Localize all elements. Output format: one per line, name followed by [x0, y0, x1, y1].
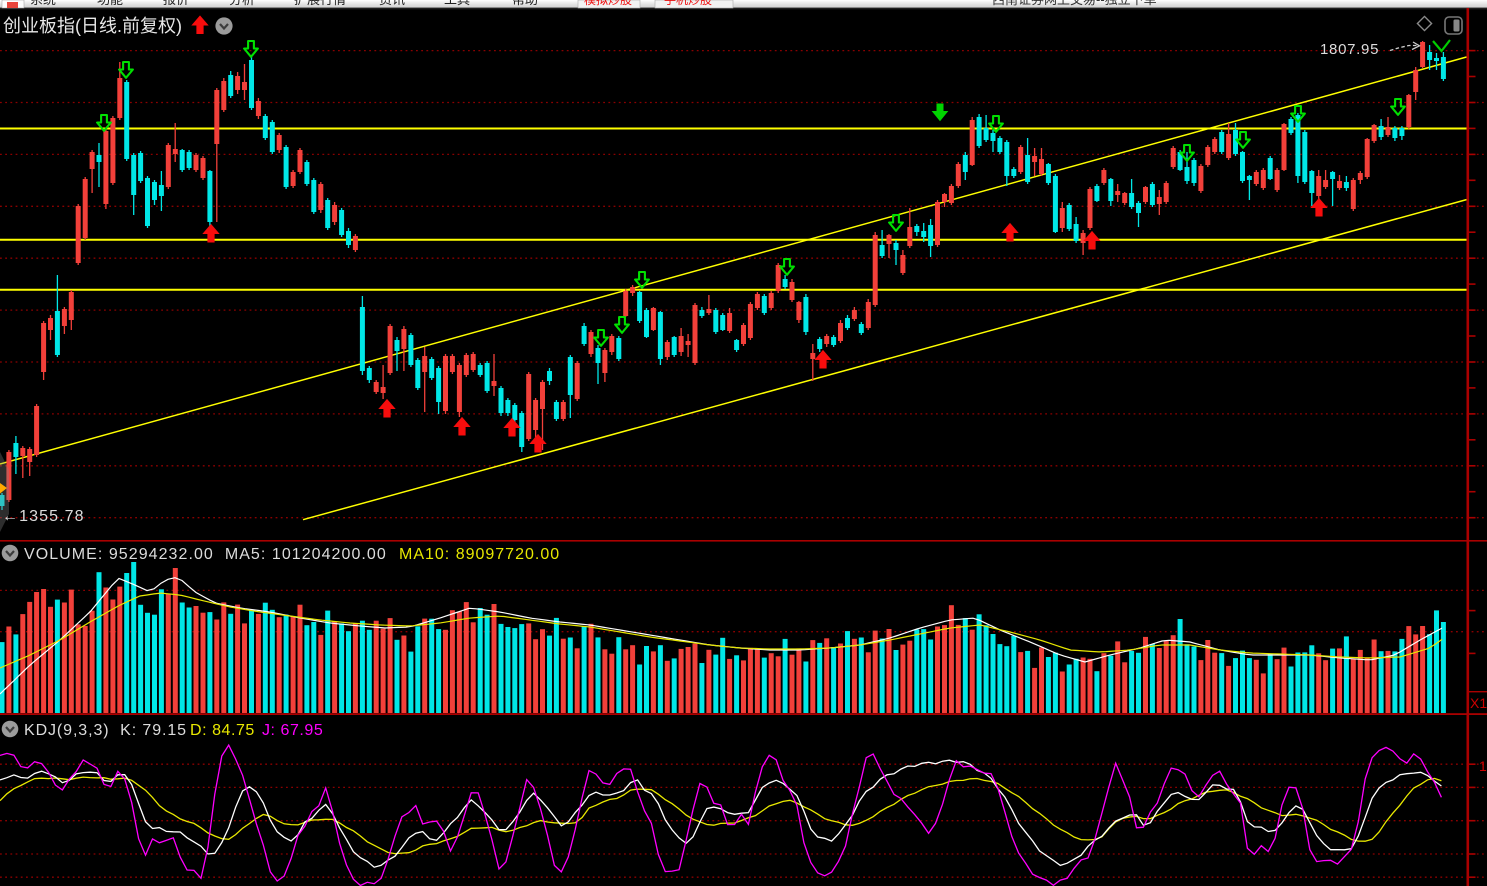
svg-text:系统: 系统 [30, 0, 56, 7]
svg-text:模拟炒股: 模拟炒股 [584, 0, 632, 7]
svg-text:西南证券网上交易--独立下单: 西南证券网上交易--独立下单 [992, 0, 1157, 7]
svg-text:KDJ(9,3,3) K: 79.15: KDJ(9,3,3) K: 79.15 [24, 722, 187, 739]
svg-text:分析: 分析 [229, 0, 255, 7]
svg-text:帮助: 帮助 [512, 0, 538, 7]
svg-text:X1: X1 [1470, 695, 1487, 711]
svg-text:扩展行情: 扩展行情 [294, 0, 346, 7]
svg-text:1807.95: 1807.95 [1320, 41, 1379, 58]
svg-text:资讯: 资讯 [379, 0, 405, 7]
svg-text:D: 84.75: D: 84.75 [190, 722, 255, 739]
svg-text:创业板指(日线.前复权): 创业板指(日线.前复权) [3, 16, 182, 36]
svg-text:手机炒股: 手机炒股 [664, 0, 712, 7]
svg-text:1: 1 [1479, 758, 1487, 774]
svg-text:报价: 报价 [163, 0, 189, 7]
svg-text:VOLUME: 95294232.00 MA5: 1012: VOLUME: 95294232.00 MA5: 101204200.00 [24, 546, 387, 563]
svg-text:功能: 功能 [97, 0, 123, 7]
svg-text:J: 67.95: J: 67.95 [262, 722, 323, 739]
svg-text:工具: 工具 [444, 0, 470, 7]
svg-text:←1355.78: ←1355.78 [2, 508, 85, 525]
svg-text:MA10: 89097720.00: MA10: 89097720.00 [399, 546, 560, 563]
